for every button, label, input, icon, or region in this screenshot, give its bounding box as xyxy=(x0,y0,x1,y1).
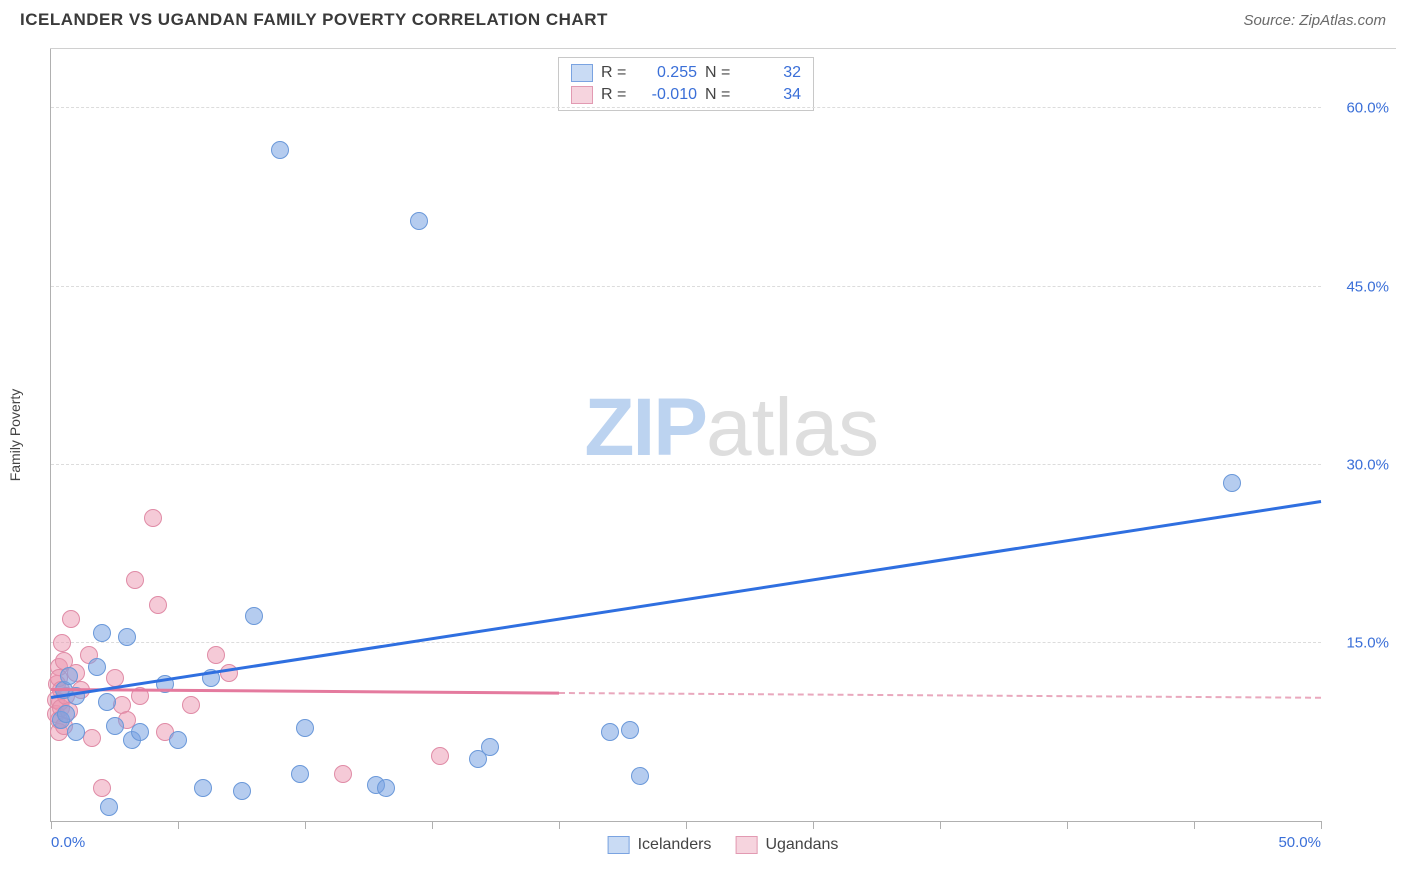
x-tick xyxy=(1067,821,1068,829)
source-label: Source: ZipAtlas.com xyxy=(1243,12,1386,29)
legend-text: 0.255 xyxy=(637,64,697,82)
series-legend-item: Icelanders xyxy=(608,836,712,854)
data-point-icelander xyxy=(98,693,116,711)
data-point-icelander xyxy=(106,717,124,735)
legend-swatch xyxy=(608,836,630,854)
trend-line-ugandan xyxy=(51,688,559,694)
chart-title: ICELANDER VS UGANDAN FAMILY POVERTY CORR… xyxy=(20,10,608,30)
gridline xyxy=(51,286,1321,287)
legend-text: 32 xyxy=(741,64,801,82)
legend-text: N = xyxy=(705,64,733,82)
trend-line-icelander xyxy=(51,500,1321,698)
data-point-icelander xyxy=(131,723,149,741)
data-point-icelander xyxy=(57,705,75,723)
data-point-icelander xyxy=(118,628,136,646)
data-point-icelander xyxy=(245,607,263,625)
legend-swatch xyxy=(571,86,593,104)
data-point-icelander xyxy=(88,658,106,676)
y-tick-label: 30.0% xyxy=(1346,456,1389,473)
trend-line-ugandan-dashed xyxy=(559,692,1321,699)
y-tick-label: 15.0% xyxy=(1346,634,1389,651)
data-point-icelander xyxy=(93,624,111,642)
series-legend-label: Ugandans xyxy=(765,836,838,854)
data-point-icelander xyxy=(169,731,187,749)
data-point-icelander xyxy=(291,765,309,783)
legend-swatch xyxy=(735,836,757,854)
x-tick xyxy=(305,821,306,829)
data-point-icelander xyxy=(410,212,428,230)
data-point-ugandan xyxy=(62,610,80,628)
data-point-icelander xyxy=(296,719,314,737)
gridline xyxy=(51,464,1321,465)
data-point-ugandan xyxy=(126,571,144,589)
x-tick xyxy=(686,821,687,829)
legend-text: R = xyxy=(601,86,629,104)
data-point-ugandan xyxy=(182,696,200,714)
data-point-ugandan xyxy=(334,765,352,783)
data-point-icelander xyxy=(481,738,499,756)
x-tick xyxy=(940,821,941,829)
gridline xyxy=(51,642,1321,643)
data-point-icelander xyxy=(601,723,619,741)
data-point-ugandan xyxy=(220,664,238,682)
watermark-zip: ZIP xyxy=(584,382,706,473)
data-point-ugandan xyxy=(93,779,111,797)
watermark-atlas: atlas xyxy=(706,382,879,473)
watermark: ZIPatlas xyxy=(584,381,879,475)
legend-swatch xyxy=(571,64,593,82)
legend-text: N = xyxy=(705,86,733,104)
x-tick xyxy=(1321,821,1322,829)
data-point-icelander xyxy=(67,723,85,741)
x-tick-label: 0.0% xyxy=(51,834,85,851)
x-tick xyxy=(813,821,814,829)
data-point-icelander xyxy=(233,782,251,800)
data-point-ugandan xyxy=(144,509,162,527)
correlation-legend: R = 0.255 N = 32 R = -0.010 N = 34 xyxy=(558,57,814,111)
data-point-icelander xyxy=(621,721,639,739)
y-tick-label: 60.0% xyxy=(1346,100,1389,117)
x-tick xyxy=(178,821,179,829)
series-legend-label: Icelanders xyxy=(638,836,712,854)
y-tick-label: 45.0% xyxy=(1346,278,1389,295)
data-point-icelander xyxy=(100,798,118,816)
series-legend-item: Ugandans xyxy=(735,836,838,854)
data-point-ugandan xyxy=(149,596,167,614)
data-point-icelander xyxy=(60,667,78,685)
legend-row: R = 0.255 N = 32 xyxy=(571,62,801,84)
data-point-ugandan xyxy=(431,747,449,765)
x-tick xyxy=(559,821,560,829)
gridline xyxy=(51,107,1321,108)
data-point-icelander xyxy=(194,779,212,797)
chart-container: Family Poverty ZIPatlas R =0.255N =32R =… xyxy=(50,48,1396,862)
x-tick-label: 50.0% xyxy=(1278,834,1321,851)
legend-text: R = xyxy=(601,64,629,82)
legend-row: R = -0.010 N = 34 xyxy=(571,84,801,106)
plot-area: Family Poverty ZIPatlas R =0.255N =32R =… xyxy=(50,49,1321,822)
data-point-icelander xyxy=(377,779,395,797)
series-legend: Icelanders Ugandans xyxy=(608,836,839,854)
x-tick xyxy=(1194,821,1195,829)
data-point-icelander xyxy=(271,141,289,159)
data-point-icelander xyxy=(1223,474,1241,492)
data-point-ugandan xyxy=(207,646,225,664)
x-tick xyxy=(432,821,433,829)
x-tick xyxy=(51,821,52,829)
legend-text: -0.010 xyxy=(637,86,697,104)
legend-text: 34 xyxy=(741,86,801,104)
data-point-icelander xyxy=(631,767,649,785)
y-axis-label: Family Poverty xyxy=(7,389,23,482)
data-point-ugandan xyxy=(53,634,71,652)
